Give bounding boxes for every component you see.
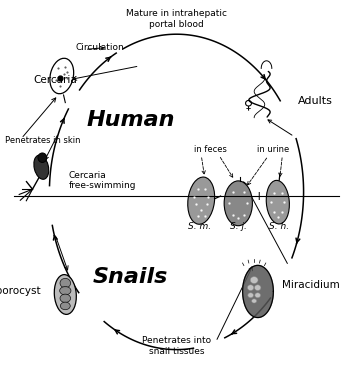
Ellipse shape [54,275,76,314]
Ellipse shape [255,293,261,298]
Text: Mature in intrahepatic
portal blood: Mature in intrahepatic portal blood [126,10,227,29]
Text: Miracidium: Miracidium [282,280,340,290]
Polygon shape [243,265,273,318]
Text: S. h.: S. h. [269,222,289,231]
Text: in feces: in feces [193,145,227,154]
Ellipse shape [60,294,71,302]
Ellipse shape [247,285,254,290]
Text: S. j.: S. j. [230,222,247,231]
Ellipse shape [38,153,47,162]
Text: ♀: ♀ [244,98,253,111]
Text: Sporocyst: Sporocyst [0,286,41,296]
Text: Snails: Snails [93,268,168,287]
Text: Circulation: Circulation [76,43,125,52]
Ellipse shape [248,293,253,298]
Text: Penetrates into
snail tissues: Penetrates into snail tissues [142,336,211,356]
Ellipse shape [188,177,215,224]
Text: S. m.: S. m. [188,222,211,231]
Text: Human: Human [86,110,175,130]
Text: Cercaria: Cercaria [34,75,77,85]
Text: Adults: Adults [298,96,333,106]
Ellipse shape [60,287,71,295]
Ellipse shape [250,277,258,283]
Ellipse shape [252,299,257,303]
Ellipse shape [266,180,289,224]
Text: +: + [253,190,264,203]
Ellipse shape [255,285,261,290]
Ellipse shape [60,278,71,288]
Ellipse shape [60,302,70,310]
Text: Penetrates in skin: Penetrates in skin [5,136,81,145]
Ellipse shape [34,155,49,179]
Ellipse shape [50,58,74,94]
Text: in urine: in urine [257,145,290,154]
Text: Cercaria
free-swimming: Cercaria free-swimming [69,171,136,190]
Ellipse shape [224,181,252,226]
